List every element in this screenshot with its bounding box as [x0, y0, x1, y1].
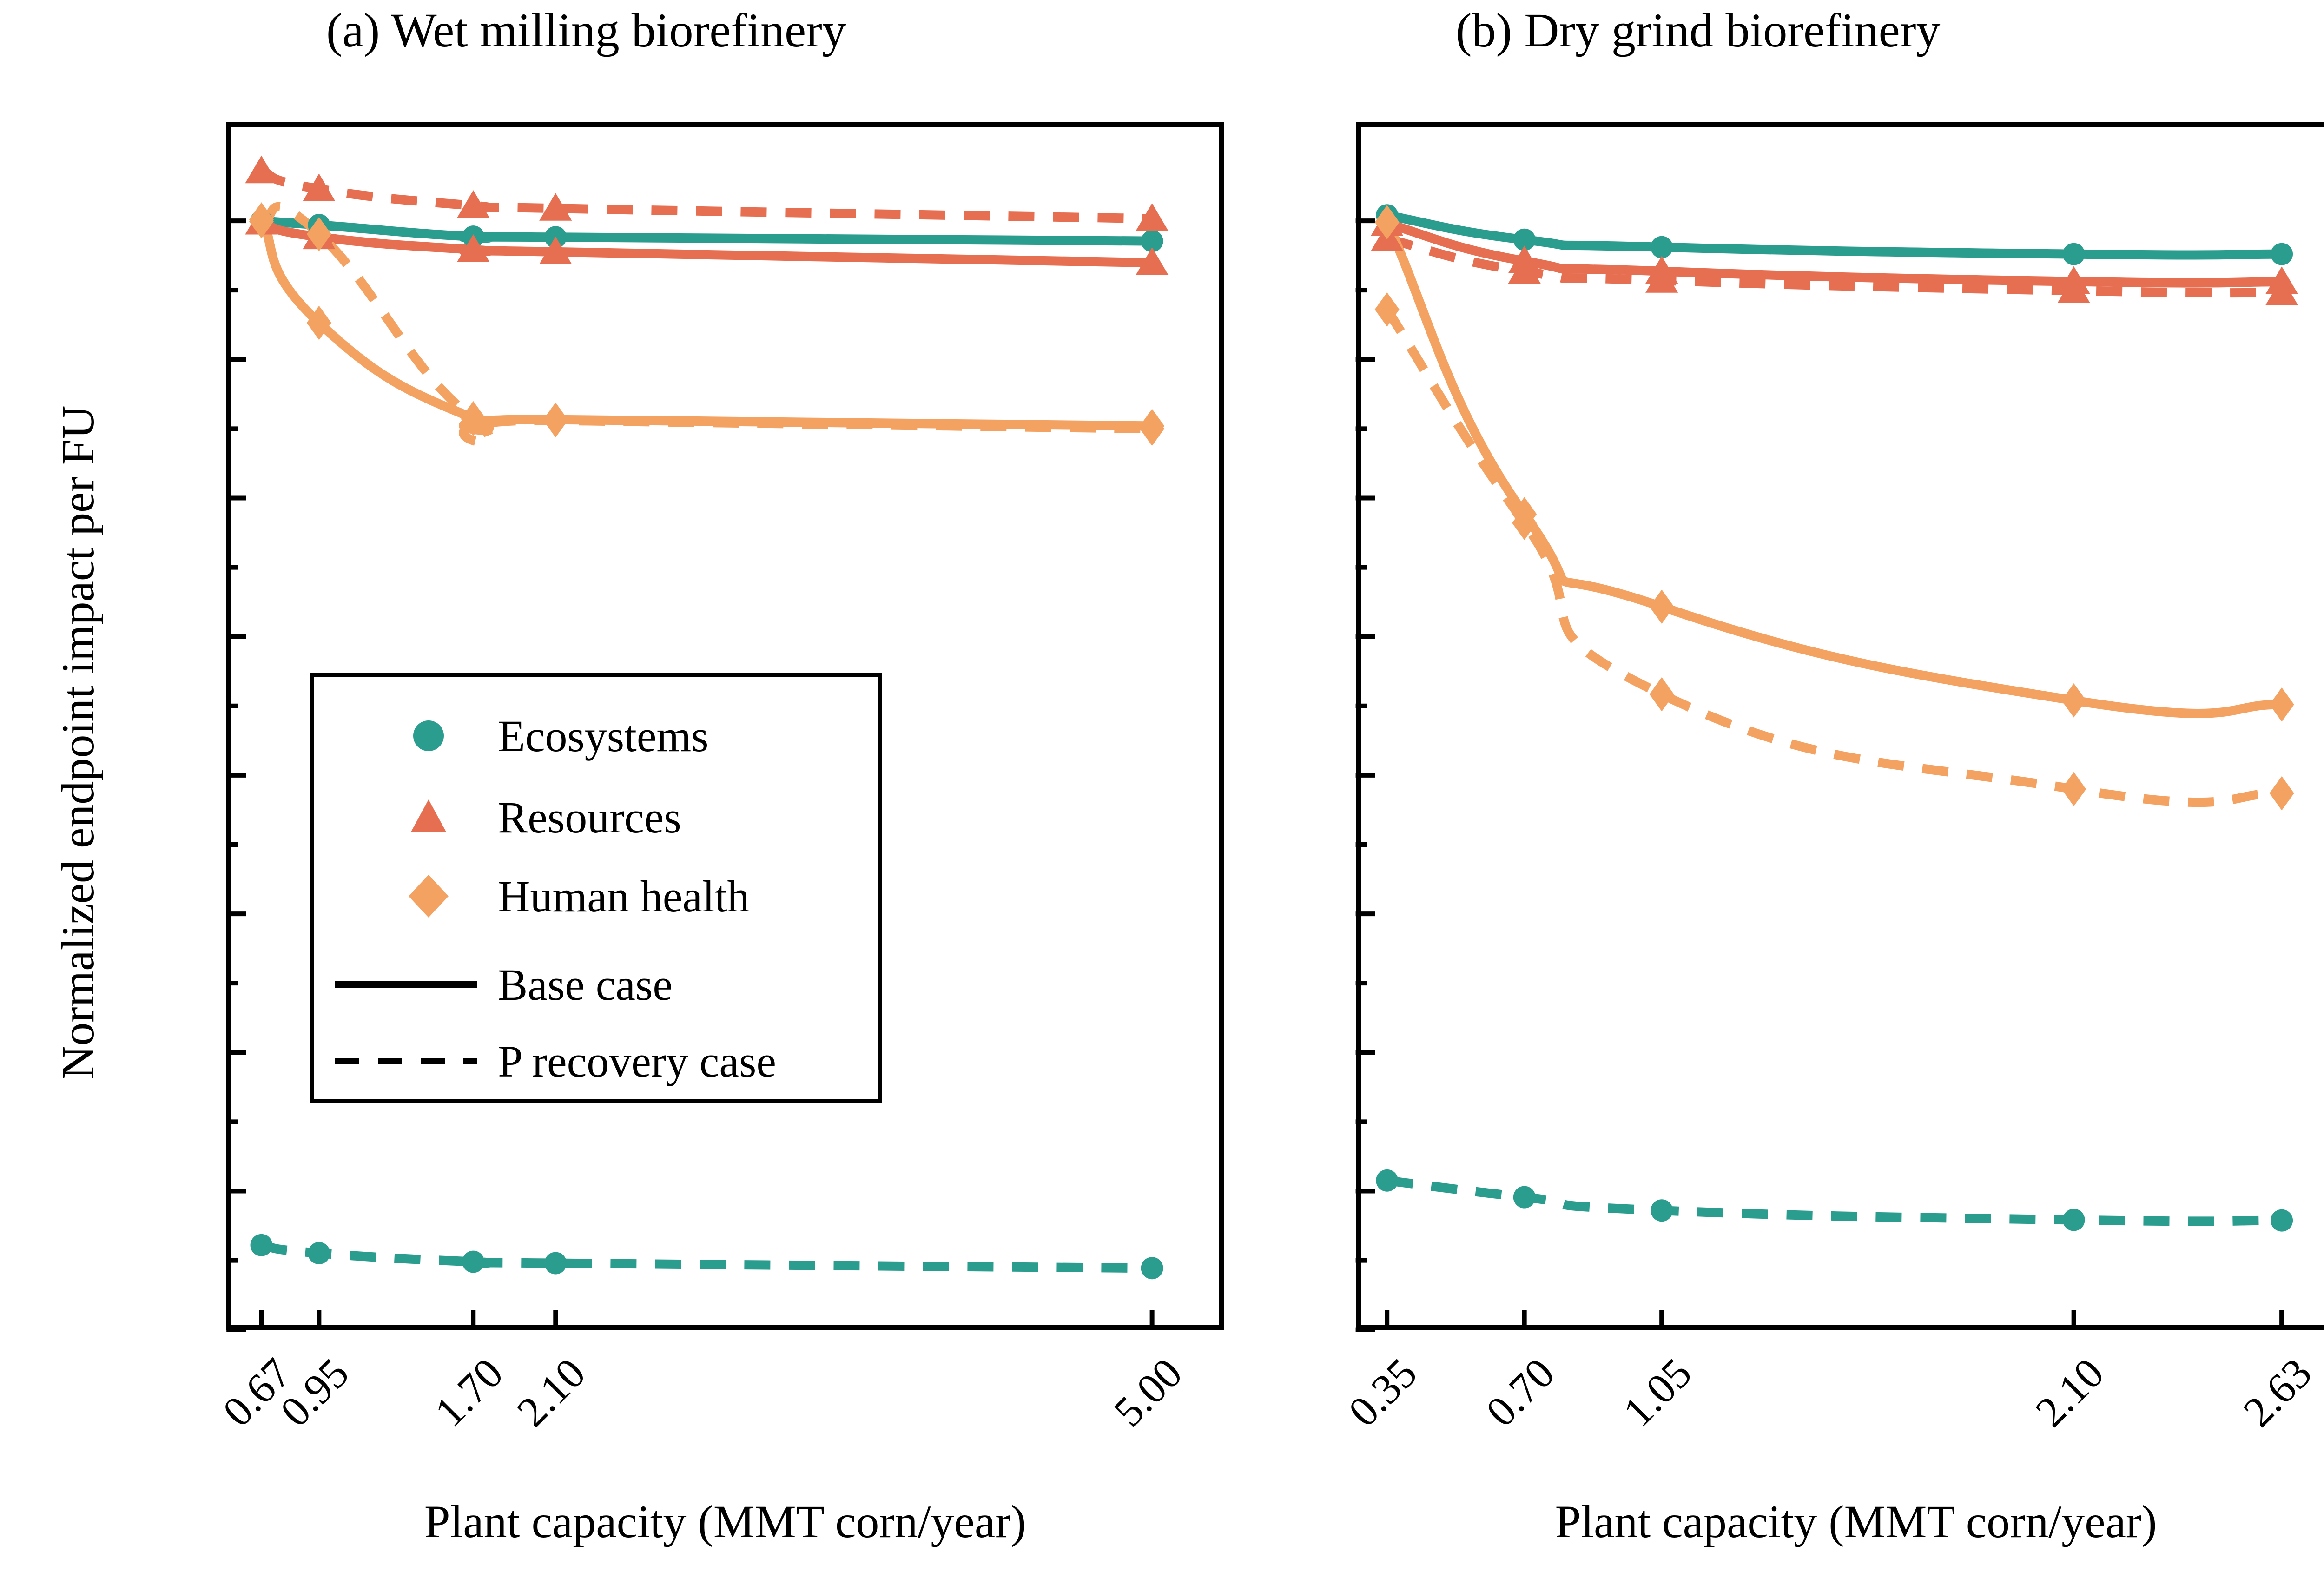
diamond-marker [306, 217, 331, 251]
circle-marker [2062, 243, 2085, 265]
triangle-marker [1645, 265, 1678, 293]
circle-marker [329, 708, 482, 764]
triangle-marker [539, 193, 572, 221]
legend-item-label: Human health [498, 871, 750, 921]
triangle-marker [539, 236, 572, 264]
series-line-resources-base [1386, 219, 2282, 288]
circle-marker [1513, 228, 1536, 251]
circle-marker [1651, 236, 1673, 258]
legend-item-base-case[interactable]: Base case [329, 957, 673, 1012]
series-line-human-health-p-recovery [260, 202, 1152, 447]
legend-item-resources[interactable]: Resources [329, 789, 681, 845]
circle-marker [2271, 243, 2293, 265]
series-line-human-health-p-recovery [1383, 307, 2282, 807]
circle-marker [2271, 1209, 2293, 1232]
legend [310, 673, 882, 1103]
legend-item-label: P recovery case [498, 1036, 776, 1086]
diamond-marker [2269, 776, 2294, 811]
triangle-marker [2265, 277, 2298, 305]
diamond-marker [461, 402, 486, 436]
legend-item-label: Ecosystems [498, 711, 709, 761]
panel-a-x-axis-title: Plant capacity (MMT corn/year) [424, 1495, 1026, 1547]
diamond-marker [2269, 687, 2294, 722]
diamond-marker [249, 204, 274, 239]
diamond-marker [1649, 589, 1674, 624]
diamond-marker [1512, 506, 1537, 540]
dashed-line-marker [329, 1033, 482, 1089]
diamond-marker [1649, 677, 1674, 712]
circle-marker [1141, 230, 1163, 252]
diamond-marker [329, 868, 482, 924]
panel-b-title: (b) Dry grind biorefinery [1455, 4, 1941, 57]
legend-item-label: Base case [498, 959, 673, 1010]
series-line-ecosystems-base [1386, 211, 2282, 260]
circle-marker [250, 1234, 273, 1256]
circle-marker [2062, 1209, 2085, 1231]
triangle-marker [1508, 256, 1541, 284]
triangle-marker [303, 173, 336, 201]
triangle-marker [1136, 247, 1169, 275]
triangle-marker [329, 789, 482, 845]
circle-marker [1651, 1199, 1673, 1222]
diamond-marker [2061, 772, 2086, 806]
legend-item-label: Resources [498, 792, 681, 842]
triangle-marker [457, 190, 490, 218]
circle-marker [308, 1242, 330, 1264]
diamond-marker [2061, 683, 2086, 718]
circle-marker [462, 1250, 485, 1273]
diamond-marker [543, 403, 568, 438]
circle-marker [1376, 1169, 1399, 1192]
diamond-marker [1374, 292, 1400, 327]
circle-marker [1513, 1186, 1536, 1209]
series-line-ecosystems-p-recovery [1386, 1176, 2282, 1226]
diamond-marker [1140, 411, 1165, 446]
panel-a-title: (a) Wet milling biorefinery [326, 4, 846, 57]
panel-b-x-axis-title: Plant capacity (MMT corn/year) [1555, 1495, 2157, 1547]
triangle-marker [2057, 275, 2090, 303]
legend-item-ecosystems[interactable]: Ecosystems [329, 708, 708, 764]
series-line-resources-p-recovery [1386, 234, 2282, 298]
panel-b-plot-area [1355, 122, 2324, 1330]
legend-item-human-health[interactable]: Human health [329, 868, 749, 924]
legend-item-p-recovery-case[interactable]: P recovery case [329, 1033, 776, 1089]
triangle-marker [1136, 203, 1169, 231]
triangle-marker [245, 155, 278, 184]
solid-line-marker [329, 957, 482, 1012]
diamond-marker [1374, 205, 1400, 239]
circle-marker [1141, 1257, 1163, 1280]
circle-marker [544, 1252, 567, 1275]
diamond-marker [306, 305, 331, 340]
triangle-marker [457, 234, 490, 262]
